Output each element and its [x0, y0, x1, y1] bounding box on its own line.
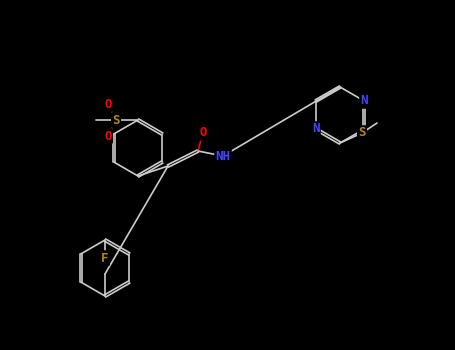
Text: N: N [360, 94, 368, 107]
Text: O: O [104, 98, 112, 111]
Text: NH: NH [216, 149, 231, 162]
Text: N: N [312, 122, 319, 135]
Text: O: O [104, 130, 112, 142]
Text: S: S [358, 126, 366, 140]
Text: O: O [199, 126, 207, 140]
Text: S: S [112, 113, 120, 126]
Text: F: F [101, 252, 109, 265]
